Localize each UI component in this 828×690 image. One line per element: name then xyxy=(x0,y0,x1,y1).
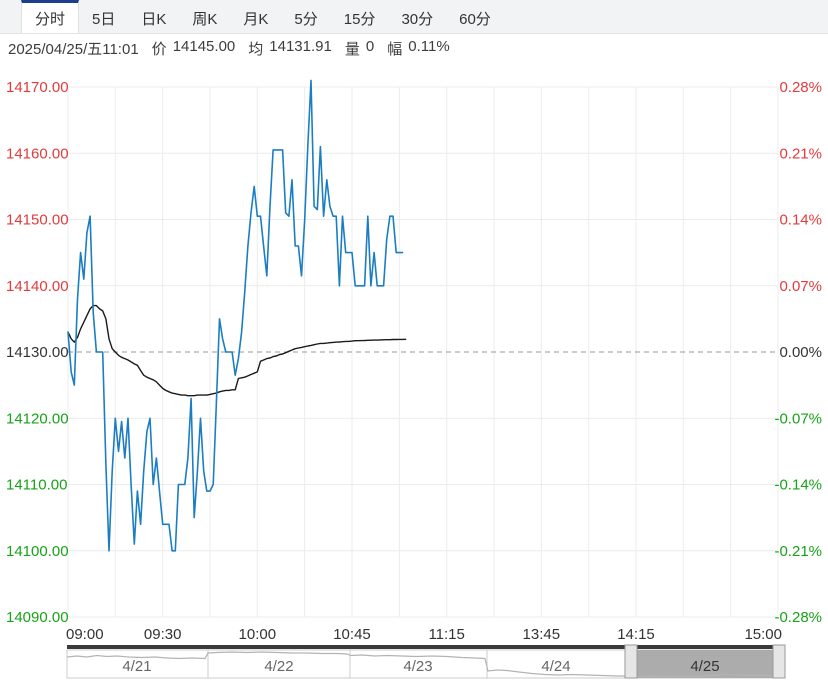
x-axis-time-label: 10:00 xyxy=(239,626,277,643)
navigator-top-bar xyxy=(67,645,785,649)
navigator-date-4-25: 4/25 xyxy=(690,658,719,675)
quote-range: 幅 0.11% xyxy=(387,38,449,59)
y-axis-percent-label: 0.07% xyxy=(779,278,822,295)
y-axis-percent-label: -0.21% xyxy=(774,543,822,560)
x-axis-time-label: 09:30 xyxy=(144,626,182,643)
y-axis-percent-label: 0.21% xyxy=(779,145,822,162)
y-axis-price-label: 14090.00 xyxy=(6,609,69,626)
tab-5day[interactable]: 5日 xyxy=(92,10,116,28)
price-label: 价 xyxy=(151,41,167,58)
y-axis-percent-label: 0.28% xyxy=(779,79,822,96)
price-line xyxy=(67,79,404,552)
tab-monthly-k[interactable]: 月K xyxy=(243,10,269,28)
quote-price: 价 14145.00 xyxy=(152,38,236,59)
y-axis-percent-label: 0.00% xyxy=(779,344,822,361)
navigator-section-4-23[interactable] xyxy=(350,650,487,678)
price-value: 14145.00 xyxy=(172,38,236,55)
y-axis-price-label: 14170.00 xyxy=(6,79,69,96)
tab-5min[interactable]: 5分 xyxy=(294,10,318,28)
y-axis-price-label: 14140.00 xyxy=(6,278,69,295)
tab-minute[interactable]: 分时 xyxy=(21,0,80,33)
navigator-selected-range[interactable] xyxy=(637,650,773,678)
quote-datetime: 2025/04/25/五11:01 xyxy=(8,41,139,58)
y-axis-price-label: 14120.00 xyxy=(6,410,69,427)
period-tab-bar: 分时 5日 日K 周K 月K 5分 15分 30分 60分 xyxy=(0,0,828,34)
average-value: 14131.91 xyxy=(269,38,332,55)
y-axis-price-label: 14130.00 xyxy=(6,344,69,361)
quote-volume: 量 0 xyxy=(345,38,374,59)
tab-30min[interactable]: 30分 xyxy=(401,10,434,28)
y-axis-price-label: 14100.00 xyxy=(6,543,69,560)
navigator-date-4-22: 4/22 xyxy=(264,658,293,675)
y-axis-price-label: 14110.00 xyxy=(6,477,67,494)
x-axis-time-label: 09:00 xyxy=(66,626,104,643)
navigator-right-handle[interactable] xyxy=(772,644,786,679)
tab-15min[interactable]: 15分 xyxy=(343,10,376,28)
navigator-section-4-21[interactable] xyxy=(67,650,208,678)
average-line xyxy=(67,304,407,397)
quote-info-bar: 2025/04/25/五11:01 价 14145.00 均 14131.91 … xyxy=(0,34,828,63)
x-axis-time-label: 11:15 xyxy=(428,626,464,643)
y-axis-percent-label: 0.14% xyxy=(779,212,822,229)
tab-weekly-k[interactable]: 周K xyxy=(192,10,218,28)
range-value: 0.11% xyxy=(408,38,450,55)
intraday-chart: 14170.00 14160.00 14150.00 14140.00 14130.00… xyxy=(0,63,828,685)
y-axis-percent-label: -0.28% xyxy=(774,609,822,626)
x-axis-time-label: 13:45 xyxy=(523,626,561,643)
y-axis-price-label: 14150.00 xyxy=(6,212,69,229)
range-label: 幅 xyxy=(387,41,403,58)
average-label: 均 xyxy=(248,41,264,58)
navigator-section-4-25[interactable] xyxy=(625,650,785,678)
navigator-date-4-24: 4/24 xyxy=(541,658,570,675)
y-axis-percent-label: -0.07% xyxy=(774,410,822,427)
navigator-date-4-23: 4/23 xyxy=(403,658,432,675)
x-axis-time-label: 15:00 xyxy=(744,626,782,643)
chart-plot-area[interactable] xyxy=(68,87,778,617)
quote-average: 均 14131.91 xyxy=(248,38,332,59)
navigator-left-handle[interactable] xyxy=(624,644,638,679)
volume-value: 0 xyxy=(365,38,375,55)
intraday-chart-canvas: 14170.00 14160.00 14150.00 14140.00 14130.00… xyxy=(6,79,822,679)
tab-daily-k[interactable]: 日K xyxy=(141,10,167,28)
navigator-section-4-22[interactable] xyxy=(208,650,350,678)
tab-60min[interactable]: 60分 xyxy=(459,10,491,28)
navigator-section-4-24[interactable] xyxy=(487,650,625,678)
navigator-date-4-21: 4/21 xyxy=(122,658,151,675)
y-axis-percent-label: -0.14% xyxy=(774,477,822,494)
volume-label: 量 xyxy=(344,41,360,58)
x-axis-time-label: 14:15 xyxy=(617,626,655,643)
x-axis-time-label: 10:45 xyxy=(333,626,371,643)
y-axis-price-label: 14160.00 xyxy=(6,145,69,162)
